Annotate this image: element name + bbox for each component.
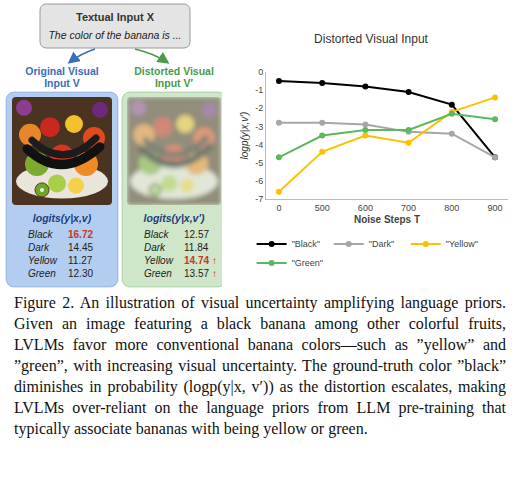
svg-text:Yellow: Yellow — [28, 255, 58, 266]
svg-text:The color of the banana is ...: The color of the banana is ... — [48, 29, 181, 41]
svg-text:Distorted Visual Input: Distorted Visual Input — [314, 32, 429, 46]
svg-text:Green: Green — [144, 268, 172, 279]
svg-text:13.57: 13.57 — [184, 268, 209, 279]
svg-text:↑: ↑ — [212, 255, 217, 266]
svg-text:500: 500 — [315, 203, 330, 213]
svg-text:Input V: Input V — [44, 77, 80, 89]
svg-text:"Yellow": "Yellow" — [446, 239, 478, 249]
svg-text:11.27: 11.27 — [68, 255, 93, 266]
svg-text:-4: -4 — [255, 140, 263, 150]
svg-text:logits(y|x,v): logits(y|x,v) — [33, 212, 92, 224]
svg-text:logp(y|x,v′): logp(y|x,v′) — [239, 112, 250, 160]
svg-text:Dark: Dark — [144, 242, 166, 253]
svg-text:Black: Black — [28, 229, 53, 240]
svg-text:12.30: 12.30 — [68, 268, 93, 279]
svg-text:Distorted Visual: Distorted Visual — [134, 65, 214, 77]
svg-text:-2: -2 — [255, 103, 263, 113]
svg-text:-3: -3 — [255, 122, 263, 132]
svg-text:14.74: 14.74 — [184, 255, 209, 266]
svg-text:800: 800 — [444, 203, 459, 213]
svg-text:600: 600 — [358, 203, 373, 213]
svg-text:900: 900 — [488, 203, 503, 213]
svg-text:0: 0 — [258, 67, 263, 77]
svg-text:"Green": "Green" — [292, 258, 323, 268]
svg-text:Noise Steps T: Noise Steps T — [354, 214, 420, 225]
html-text:Figure 2. An illustration of v: Figure 2. An illustration of visual unce… — [14, 294, 506, 437]
svg-text:Yellow: Yellow — [144, 255, 174, 266]
svg-text:↑: ↑ — [212, 268, 217, 279]
svg-text:700: 700 — [401, 203, 416, 213]
svg-text:Black: Black — [144, 229, 169, 240]
svg-text:Green: Green — [28, 268, 56, 279]
svg-text:"Dark": "Dark" — [369, 239, 394, 249]
svg-text:-6: -6 — [255, 176, 263, 186]
svg-text:-5: -5 — [255, 158, 263, 168]
svg-text:"Black": "Black" — [292, 239, 320, 249]
svg-text:logits(y|x,v′): logits(y|x,v′) — [144, 212, 205, 224]
svg-text:Original Visual: Original Visual — [25, 65, 98, 77]
svg-text:11.84: 11.84 — [184, 242, 209, 253]
svg-text:14.45: 14.45 — [68, 242, 93, 253]
svg-text:Dark: Dark — [28, 242, 50, 253]
svg-text:Input V′: Input V′ — [155, 77, 194, 89]
svg-text:0: 0 — [276, 203, 281, 213]
svg-text:16.72: 16.72 — [68, 229, 93, 240]
svg-text:Textual Input X: Textual Input X — [76, 11, 155, 23]
svg-text:-1: -1 — [255, 85, 263, 95]
svg-text:-7: -7 — [255, 194, 263, 204]
svg-text:12.57: 12.57 — [184, 229, 209, 240]
